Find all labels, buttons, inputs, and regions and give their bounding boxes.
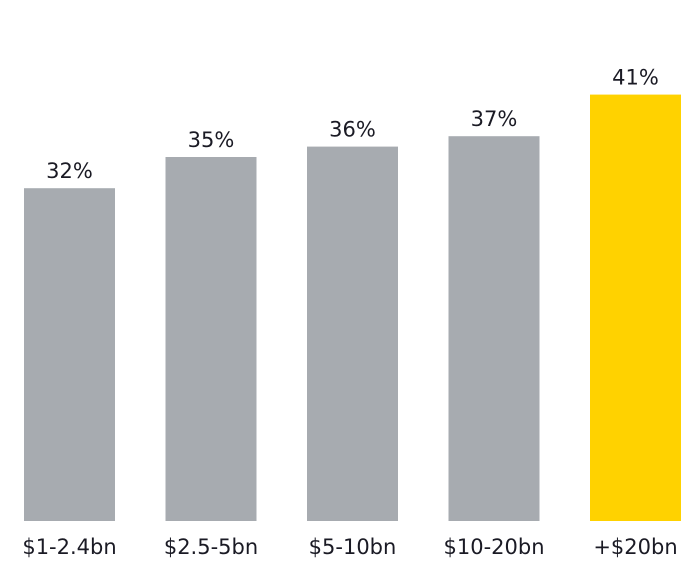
bar [165, 157, 257, 521]
x-tick-label: $10-20bn [443, 535, 544, 559]
x-tick-label: +$20bn [593, 535, 677, 559]
bar [448, 136, 540, 521]
bar [307, 146, 398, 521]
x-tick-label: $5-10bn [309, 535, 397, 559]
value-label: 41% [612, 66, 659, 90]
value-label: 32% [46, 159, 93, 183]
value-label: 36% [329, 118, 376, 142]
bar [24, 188, 115, 521]
x-tick-label: $2.5-5bn [164, 535, 258, 559]
bar [590, 94, 681, 521]
x-tick-label: $1-2.4bn [22, 535, 116, 559]
value-label: 35% [188, 128, 235, 152]
value-label: 37% [471, 107, 518, 131]
